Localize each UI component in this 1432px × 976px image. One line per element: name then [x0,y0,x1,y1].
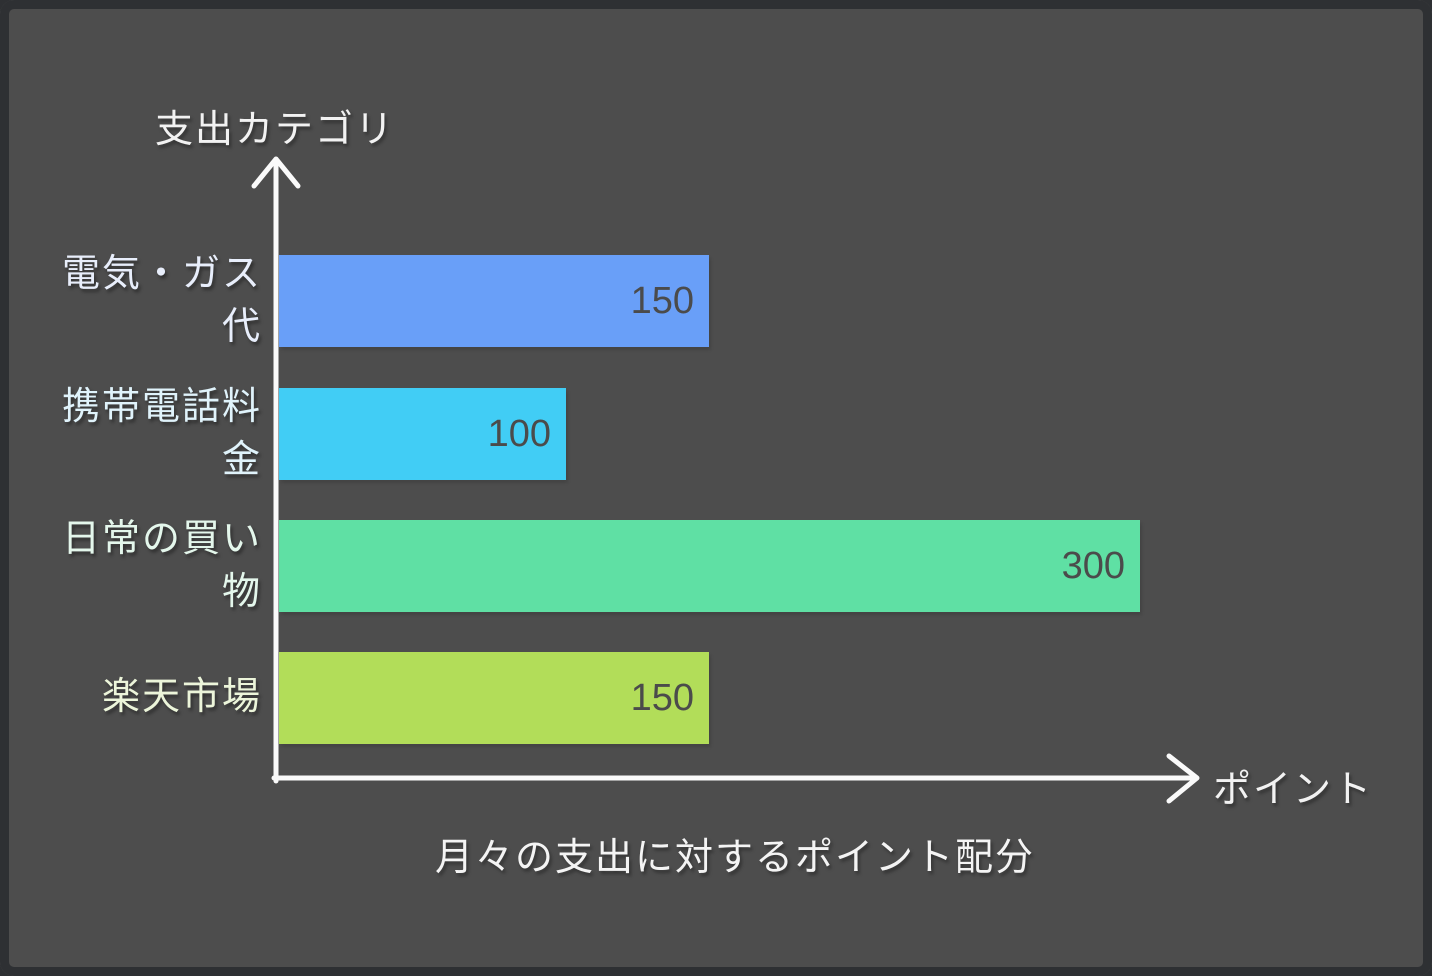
x-axis-title: ポイント [1213,769,1374,811]
category-label-rakuten-ichiba: 楽天市場 [101,676,262,718]
category-label-daily-shopping: 日常の買い 物 [61,518,262,613]
bar-value-label: 300 [1061,545,1125,587]
bar-electricity-gas: 150 [279,255,709,347]
bar-daily-shopping: 300 [279,520,1140,612]
y-axis-arrow-icon [251,156,301,189]
x-axis-arrow-icon [1166,753,1200,804]
chart-title: 月々の支出に対するポイント配分 [434,837,1036,879]
bar-value-label: 100 [487,413,551,455]
category-label-electricity-gas: 電気・ガス 代 [61,253,262,348]
bar-rakuten-ichiba: 150 [279,652,709,744]
y-axis-title: 支出カテゴリ [154,109,396,151]
bar-value-label: 150 [630,280,694,322]
bar-mobile-phone: 100 [279,388,566,480]
bar-value-label: 150 [630,677,694,719]
category-label-mobile-phone: 携帯電話料 金 [61,386,262,481]
